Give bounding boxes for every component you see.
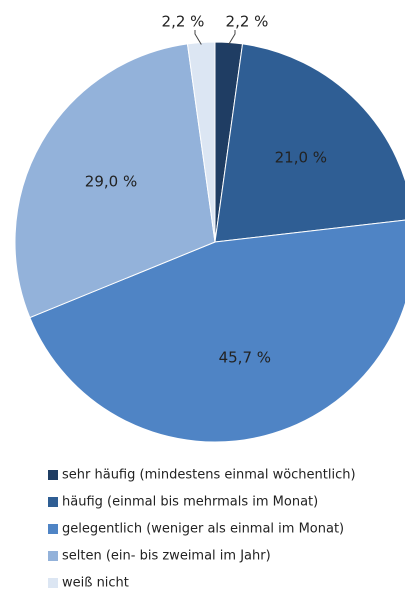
legend-swatch xyxy=(48,470,58,480)
legend-swatch xyxy=(48,497,58,507)
leader-line xyxy=(194,30,202,45)
legend-label: häufig (einmal bis mehrmals im Monat) xyxy=(62,495,318,510)
data-label: 2,2 % xyxy=(226,13,269,31)
legend-swatch xyxy=(48,578,58,588)
pie-slice xyxy=(14,43,216,319)
pie-slice xyxy=(29,219,405,443)
legend-label: selten (ein- bis zweimal im Jahr) xyxy=(62,549,271,564)
legend-swatch xyxy=(48,551,58,561)
leader-line xyxy=(228,30,236,45)
legend-swatch xyxy=(48,524,58,534)
data-label: 45,7 % xyxy=(219,349,271,367)
legend-label: weiß nicht xyxy=(62,576,129,591)
data-label: 2,2 % xyxy=(162,13,205,31)
data-label: 21,0 % xyxy=(275,149,327,167)
pie-slice xyxy=(214,43,405,243)
legend-label: gelegentlich (weniger als einmal im Mona… xyxy=(62,522,344,537)
pie-slice xyxy=(186,41,216,243)
data-label: 29,0 % xyxy=(85,173,137,191)
legend-label: sehr häufig (mindestens einmal wöchentli… xyxy=(62,468,356,483)
